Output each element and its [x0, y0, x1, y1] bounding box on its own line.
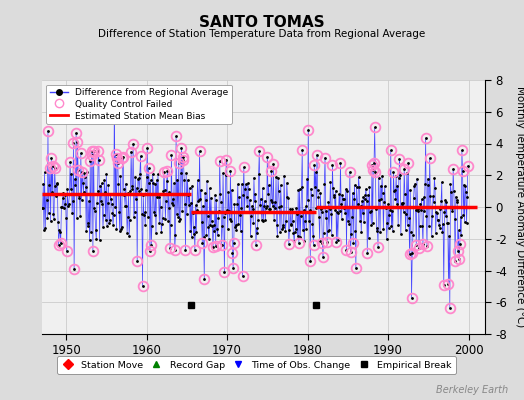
- Legend: Difference from Regional Average, Quality Control Failed, Estimated Station Mean: Difference from Regional Average, Qualit…: [47, 84, 232, 124]
- Text: Berkeley Earth: Berkeley Earth: [436, 385, 508, 395]
- Y-axis label: Monthly Temperature Anomaly Difference (°C): Monthly Temperature Anomaly Difference (…: [515, 86, 524, 328]
- Legend: Station Move, Record Gap, Time of Obs. Change, Empirical Break: Station Move, Record Gap, Time of Obs. C…: [58, 356, 456, 374]
- Text: Difference of Station Temperature Data from Regional Average: Difference of Station Temperature Data f…: [99, 29, 425, 39]
- Text: SANTO TOMAS: SANTO TOMAS: [199, 15, 325, 30]
